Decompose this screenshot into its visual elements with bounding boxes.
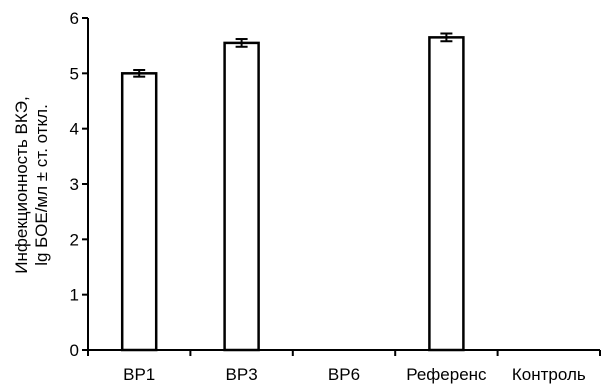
- y-tick-label: 0: [70, 341, 79, 360]
- y-axis-title: Инфекционность ВКЭ, lg БОЕ/мл ± ст. откл…: [12, 96, 51, 273]
- bars: [120, 32, 465, 352]
- y-tick-label: 1: [70, 286, 79, 305]
- error-bar: [133, 69, 146, 78]
- y-axis-title-line-1: Инфекционность ВКЭ,: [12, 96, 31, 273]
- x-tick-label: Контроль: [512, 365, 586, 384]
- error-bar: [235, 38, 248, 48]
- x-tick-label: ВР1: [123, 365, 155, 384]
- y-tick-label: 4: [70, 120, 79, 139]
- bar: [120, 72, 158, 352]
- y-tick-label: 6: [70, 9, 79, 28]
- x-tick-label: ВР3: [226, 365, 258, 384]
- error-bar: [440, 32, 453, 43]
- bar: [223, 41, 260, 352]
- x-tick-label: Референс: [406, 365, 487, 384]
- y-tick-label: 5: [70, 64, 79, 83]
- y-tick-label: 3: [70, 175, 79, 194]
- y-axis: 0 1 2 3 4 5 6: [70, 9, 89, 360]
- y-axis-title-line-2: lg БОЕ/мл ± ст. откл.: [32, 104, 51, 266]
- x-tick-label: ВР6: [328, 365, 360, 384]
- x-axis: ВР1 ВР3 ВР6 Референс Контроль: [87, 349, 601, 384]
- y-tick-label: 2: [70, 230, 79, 249]
- bar: [428, 36, 465, 352]
